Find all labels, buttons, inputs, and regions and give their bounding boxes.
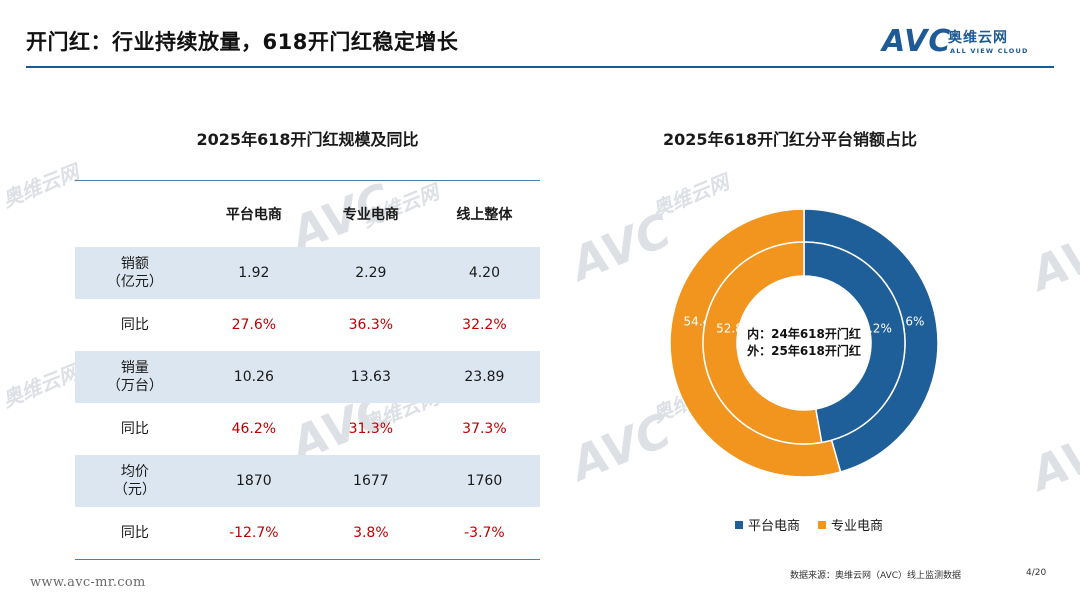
row-label-unit: （亿元）: [106, 274, 163, 290]
table-title: 2025年618开门红规模及同比: [196, 130, 419, 149]
row-label-main: 销量: [120, 360, 149, 376]
donut-center-label: 外：25年618开门红: [747, 343, 861, 358]
table-row: 同比 27.6% 36.3% 32.2%: [75, 299, 540, 351]
table-row: 销额 （亿元） 1.92 2.29 4.20: [75, 247, 540, 299]
row-label-main: 同比: [120, 525, 149, 541]
row-label: 同比: [75, 403, 195, 455]
table-header-cell: 线上整体: [428, 180, 540, 247]
table-cell: 1.92: [194, 247, 313, 299]
table-cell: 13.63: [312, 351, 429, 403]
table-row: 销量 （万台） 10.26 13.63 23.89: [75, 351, 540, 403]
page-title: 开门红：行业持续放量，618开门红稳定增长: [26, 30, 459, 54]
donut-slice: [803, 241, 906, 444]
page-number: 4/20: [1026, 568, 1047, 578]
table-cell: 36.3%: [348, 317, 394, 333]
row-label-main: 同比: [120, 421, 149, 437]
title-divider: [26, 66, 1054, 68]
footer-url: www.avc-mr.com: [30, 575, 146, 590]
row-label-main: 销额: [120, 256, 149, 272]
slice-value-label: 47.2%: [854, 321, 892, 335]
table-cell: 46.2%: [231, 421, 277, 437]
table-row: 同比 46.2% 31.3% 37.3%: [75, 403, 540, 455]
legend-item: 平台电商: [735, 515, 800, 534]
table-row: 均价 （元） 1870 1677 1760: [75, 455, 540, 507]
row-label-main: 同比: [120, 317, 149, 333]
table-row: 同比 -12.7% 3.8% -3.7%: [75, 507, 540, 560]
table-cell: 1870: [194, 455, 313, 507]
row-label: 销量 （万台）: [75, 351, 195, 403]
table-cell: 1760: [428, 455, 540, 507]
row-label: 同比: [75, 507, 195, 560]
avc-logo: AVC 奥维云网 ALL VIEW CLOUD: [882, 24, 1052, 64]
logo-wordmark: AVC: [882, 24, 952, 59]
row-label-unit: （万台）: [106, 378, 163, 394]
table-cell: 10.26: [194, 351, 313, 403]
legend-item: 专业电商: [818, 515, 883, 534]
table-header-cell: 专业电商: [312, 180, 429, 247]
table-cell: 23.89: [428, 351, 540, 403]
logo-english-name: ALL VIEW CLOUD: [950, 47, 1029, 55]
row-label: 同比: [75, 299, 195, 351]
table-cell: 3.8%: [312, 507, 429, 560]
table-header-cell: [75, 180, 195, 247]
chart-title: 2025年618开门红分平台销额占比: [663, 130, 917, 149]
table-cell: -3.7%: [428, 507, 540, 560]
table-cell: -12.7%: [194, 507, 313, 560]
chart-legend: 平台电商 专业电商: [735, 515, 883, 534]
table-cell: 2.29: [312, 247, 429, 299]
data-source-note: 数据来源：奥维云网（AVC）线上监测数据: [790, 571, 962, 581]
slice-value-label: 52.8%: [716, 321, 754, 335]
donut-slice: [702, 241, 823, 445]
table-header-cell: 平台电商: [194, 180, 313, 247]
table-cell: 4.20: [428, 247, 540, 299]
legend-swatch: [818, 520, 827, 529]
table-header-row: 平台电商 专业电商 线上整体: [75, 180, 540, 247]
row-label: 均价 （元）: [75, 455, 195, 507]
legend-label: 专业电商: [831, 519, 884, 534]
sales-table: 平台电商 专业电商 线上整体 销额 （亿元） 1.92 2.29 4.20 同比 27.6%…: [75, 180, 540, 560]
row-label-main: 均价: [120, 464, 149, 480]
table-cell: 37.3%: [462, 421, 507, 437]
donut-center-label: 内：24年618开门红: [747, 326, 861, 341]
row-label: 销额 （亿元）: [75, 247, 195, 299]
legend-label: 平台电商: [748, 519, 801, 534]
logo-chinese-name: 奥维云网: [948, 30, 1008, 46]
table-cell: 27.6%: [231, 317, 277, 333]
table-cell: 1677: [312, 455, 429, 507]
row-label-unit: （元）: [113, 482, 156, 498]
table-cell: 32.2%: [462, 317, 507, 333]
legend-swatch: [735, 520, 743, 529]
table-cell: 31.3%: [348, 421, 394, 437]
